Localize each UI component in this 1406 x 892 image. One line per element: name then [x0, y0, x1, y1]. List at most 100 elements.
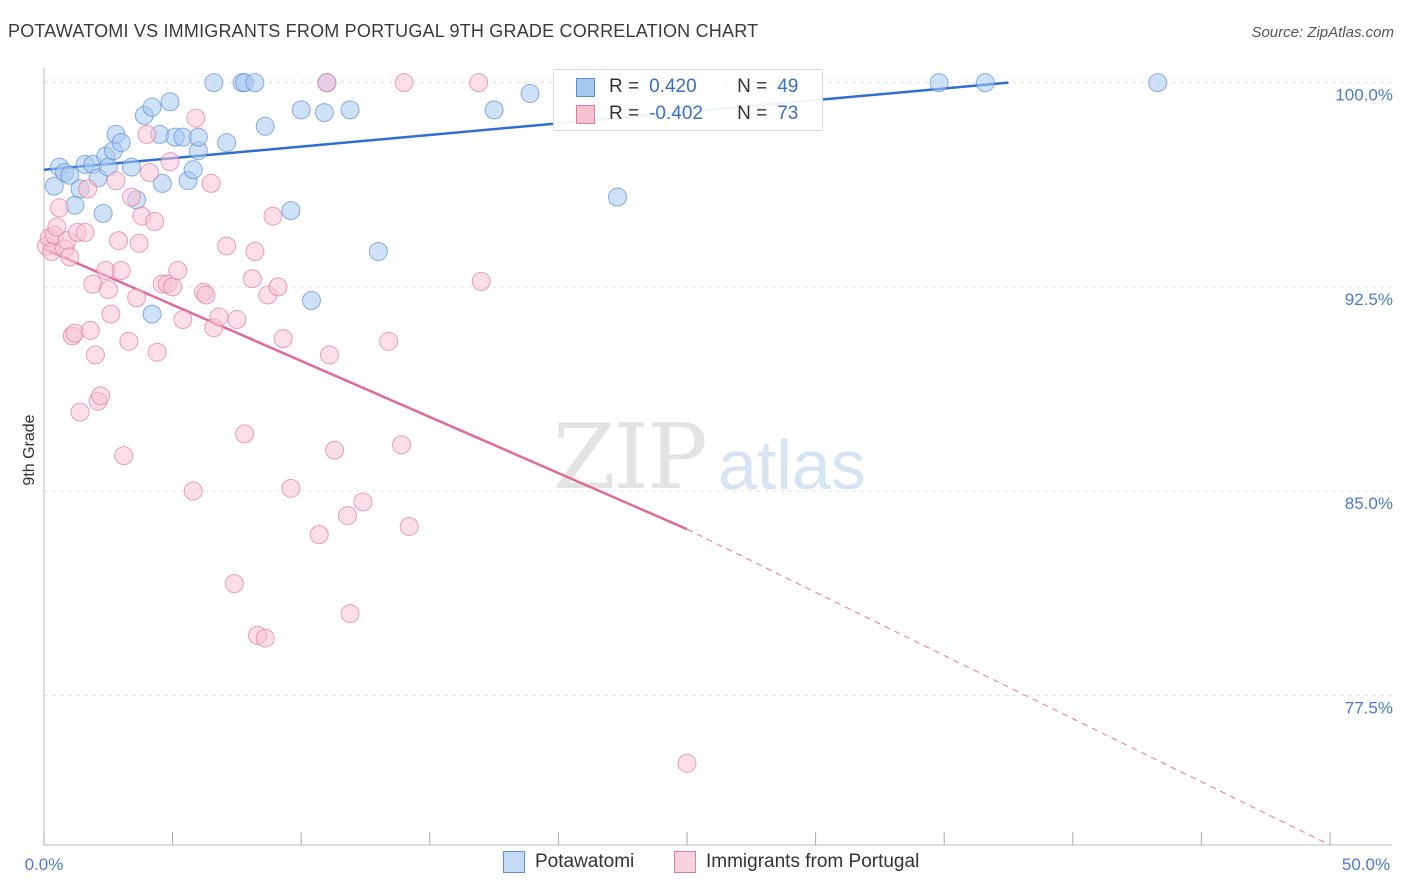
portugal-trend — [43, 247, 688, 531]
portugal-point — [127, 288, 147, 308]
portugal-point — [139, 163, 159, 183]
portugal-point — [186, 108, 206, 128]
legend-n-value: 73 — [777, 103, 799, 124]
potawatomi-point — [301, 290, 321, 310]
portugal-point — [147, 342, 167, 362]
potawatomi-point — [314, 103, 334, 123]
potawatomi-point — [60, 165, 80, 185]
axis-labels: 77.5% 85.0% 92.5% 100.0% 0.0% 50.0% 9th Grade — [21, 86, 1393, 874]
portugal-point — [49, 198, 69, 218]
portugal-point — [255, 628, 275, 648]
gridlines — [44, 79, 1392, 696]
portugal-trend-extension — [686, 528, 1331, 846]
legend-swatch-portugal — [576, 104, 595, 124]
source-label: Source: ZipAtlas.com — [1251, 24, 1394, 41]
potawatomi-point — [93, 203, 113, 223]
portugal-point — [227, 310, 247, 330]
correlation-legend: R = 0.420 N = 49 R = -0.402 N = 73 — [553, 69, 823, 131]
chart-title: POTAWATOMI VS IMMIGRANTS FROM PORTUGAL 9… — [8, 21, 759, 41]
potawatomi-point — [204, 73, 224, 93]
potawatomi-point — [1148, 73, 1168, 93]
potawatomi-point — [44, 176, 64, 196]
portugal-point — [106, 171, 126, 191]
portugal-point — [91, 386, 111, 406]
portugal-point — [183, 481, 203, 501]
y-tick-label: 92.5% — [1345, 290, 1393, 309]
portugal-point — [129, 233, 149, 253]
legend-r-value: -0.402 — [649, 103, 703, 124]
portugal-point — [281, 478, 301, 498]
portugal-point — [137, 124, 157, 144]
potawatomi-point — [188, 127, 208, 147]
potawatomi-point — [291, 100, 311, 120]
portugal-point — [245, 241, 265, 261]
portugal-point — [268, 277, 288, 297]
portugal-point — [75, 222, 95, 242]
potawatomi-point — [484, 100, 504, 120]
portugal-point — [353, 492, 373, 512]
portugal-point — [469, 73, 489, 93]
potawatomi-point — [340, 100, 360, 120]
portugal-point — [65, 323, 85, 343]
portugal-point — [111, 261, 131, 281]
portugal-point — [80, 320, 100, 340]
legend-n-label: N = — [737, 76, 768, 97]
portugal-point — [47, 217, 67, 237]
potawatomi-point — [368, 241, 388, 261]
portugal-point — [235, 424, 255, 444]
y-tick-label: 77.5% — [1345, 698, 1393, 717]
potawatomi-point — [65, 195, 85, 215]
portugal-point — [119, 331, 139, 351]
potawatomi-point — [281, 201, 301, 221]
portugal-point — [109, 231, 129, 251]
portugal-point — [392, 435, 412, 455]
x-tick-label-min: 0.0% — [25, 855, 64, 874]
y-axis-title: 9th Grade — [21, 414, 38, 485]
portugal-point — [394, 73, 414, 93]
legend-r-label: R = — [609, 76, 640, 97]
potawatomi-point — [255, 116, 275, 136]
legend-n-label: N = — [737, 103, 768, 124]
potawatomi-point — [929, 73, 949, 93]
series-legend-portugal[interactable]: Immigrants from Portugal — [674, 851, 919, 873]
potawatomi-point — [217, 133, 237, 153]
portugal-point — [173, 310, 193, 330]
portugal-point — [379, 331, 399, 351]
portugal-point — [70, 402, 90, 422]
series-swatch-portugal — [674, 851, 696, 873]
portugal-point — [399, 516, 419, 536]
potawatomi-point — [142, 97, 162, 117]
series-label-potawatomi: Potawatomi — [535, 851, 635, 872]
portugal-point — [319, 345, 339, 365]
portugal-point — [98, 280, 118, 300]
portugal-point — [121, 187, 141, 207]
series-legend-potawatomi[interactable]: Potawatomi — [503, 851, 634, 873]
portugal-point — [85, 345, 105, 365]
portugal-point — [273, 329, 293, 349]
portugal-point — [160, 152, 180, 172]
portugal-point — [242, 269, 262, 289]
potawatomi-point — [975, 73, 995, 93]
potawatomi-point — [111, 133, 131, 153]
potawatomi-point — [608, 187, 628, 207]
portugal-point — [101, 304, 121, 324]
portugal-point — [317, 73, 337, 93]
portugal-point — [196, 285, 216, 305]
y-tick-label: 85.0% — [1345, 494, 1393, 513]
trend-lines — [43, 81, 1331, 846]
portugal-point — [677, 753, 697, 773]
legend-row-potawatomi: R = 0.420 N = 49 — [576, 74, 798, 100]
legend-r-label: R = — [609, 103, 640, 124]
portugal-point — [114, 446, 134, 466]
watermark-zip: ZIP — [553, 405, 708, 510]
portugal-point — [201, 173, 221, 193]
x-tick-label-max: 50.0% — [1342, 855, 1390, 874]
portugal-point — [78, 179, 98, 199]
portugal-point — [340, 604, 360, 624]
potawatomi-point — [152, 173, 172, 193]
portugal-point — [325, 440, 345, 460]
potawatomi-point — [160, 92, 180, 112]
portugal-point — [163, 277, 183, 297]
legend-row-portugal: R = -0.402 N = 73 — [576, 101, 798, 127]
